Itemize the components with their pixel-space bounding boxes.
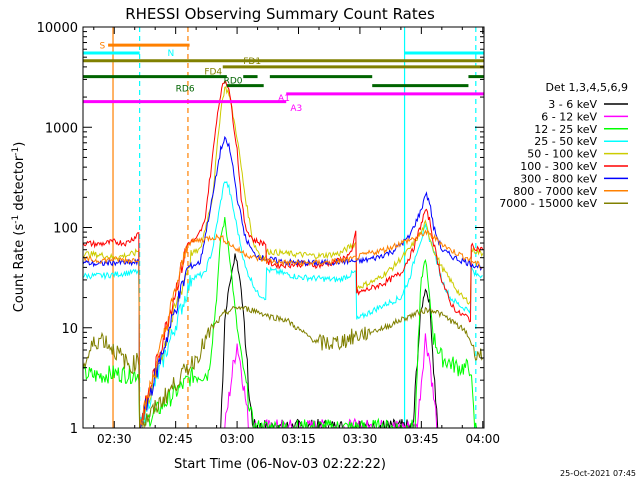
legend-item-label: 800 - 7000 keV [513, 185, 597, 198]
y-tick-label: 1000 [45, 121, 78, 136]
series-line [83, 229, 484, 428]
state-bar-label: A3 [290, 104, 302, 114]
y-label-sup-2: -1 [11, 147, 21, 156]
y-label-end: ) [12, 142, 27, 147]
series-line [83, 305, 484, 428]
x-tick-label: 02:30 [97, 432, 132, 446]
legend-item-label: 3 - 6 keV [548, 98, 597, 111]
x-tick-label: 03:00 [220, 432, 255, 446]
vertical-markers [112, 27, 477, 428]
footer-timestamp: 25-Oct-2021 07:45 [560, 469, 636, 478]
legend-item-label: 12 - 25 keV [534, 123, 597, 136]
y-tick-label: 1 [70, 422, 78, 437]
state-bar-label: FD1 [243, 57, 261, 67]
legend-title: Det 1,3,4,5,6,9 [545, 81, 628, 94]
x-tick-label: 04:00 [465, 432, 500, 446]
state-bar-label: RD0 [224, 76, 243, 86]
chart-title: RHESSI Observing Summary Count Rates [125, 5, 435, 23]
series-group [83, 80, 484, 428]
state-bar-label: A1 [278, 94, 290, 104]
legend-item-label: 300 - 800 keV [520, 172, 597, 185]
series-line [83, 135, 484, 428]
x-axis-label: Start Time (06-Nov-03 02:22:22) [174, 457, 386, 472]
legend-item-label: 25 - 50 keV [534, 135, 597, 148]
series-line [83, 86, 484, 428]
y-ticks: 1 10 100 1000 10000 [37, 21, 484, 437]
legend-item-label: 6 - 12 keV [541, 110, 597, 123]
state-bar-label: RD6 [176, 84, 195, 94]
series-line [224, 333, 438, 428]
x-ticks: 02:30 02:45 03:00 03:15 03:30 03:45 04:00 [93, 27, 500, 446]
x-tick-label: 03:15 [281, 432, 316, 446]
legend-item-label: 50 - 100 keV [527, 148, 597, 161]
x-tick-label: 03:30 [343, 432, 378, 446]
y-tick-label: 10000 [37, 21, 78, 36]
y-label-main: Count Rate (s [12, 224, 27, 313]
y-axis-label: Count Rate (s-1 detector-1) [11, 142, 27, 313]
x-tick-label: 02:45 [158, 432, 193, 446]
state-bar-label: FD4 [204, 67, 222, 77]
state-bar-label: S [100, 41, 106, 51]
legend-item-label: 7000 - 15000 keV [499, 197, 597, 210]
series-line [83, 217, 479, 428]
y-tick-label: 100 [53, 222, 78, 237]
y-tick-label: 10 [61, 322, 78, 337]
state-bar-label: N [167, 49, 174, 59]
series-line [83, 181, 483, 428]
x-tick-label: 03:45 [404, 432, 439, 446]
legend-item-label: 100 - 300 keV [520, 160, 597, 173]
y-label-mid: detector [12, 155, 27, 215]
y-label-sup-1: -1 [11, 215, 21, 224]
